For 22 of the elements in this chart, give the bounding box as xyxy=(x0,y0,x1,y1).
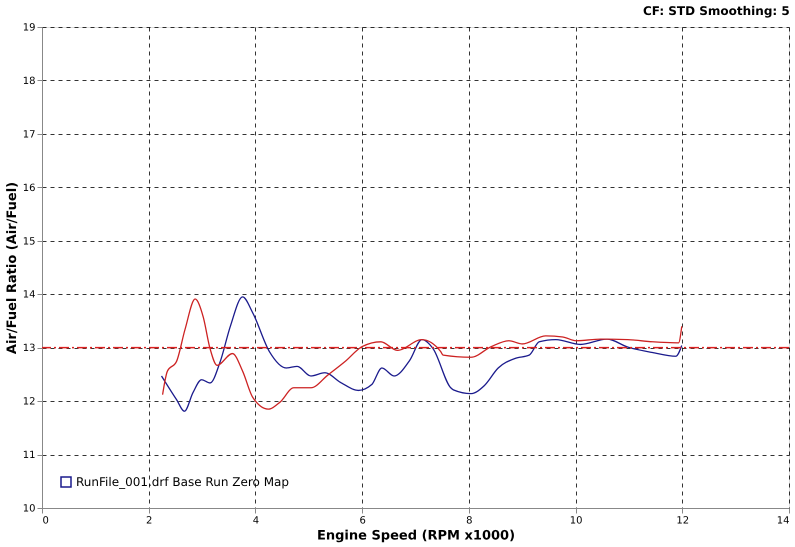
legend-label: RunFile_001.drf Base Run Zero Map xyxy=(76,475,290,489)
x-tick-label: 8 xyxy=(466,516,473,526)
x-tick-label: 14 xyxy=(776,516,790,526)
x-tick-label: 2 xyxy=(146,516,152,526)
y-tick-label: 12 xyxy=(22,396,36,408)
y-tick-label: 18 xyxy=(22,76,36,87)
y-tick-label: 19 xyxy=(22,22,36,34)
x-tick-label: 4 xyxy=(252,516,260,526)
x-tick-label: 0 xyxy=(42,516,49,526)
x-tick-label: 10 xyxy=(570,516,582,526)
x-axis-title: Engine Speed (RPM x1000) xyxy=(316,528,516,544)
y-tick-label: 11 xyxy=(22,450,36,462)
y-tick-label: 15 xyxy=(22,236,36,248)
x-tick-label: 12 xyxy=(676,516,690,526)
y-tick-label: 16 xyxy=(22,182,36,194)
y-tick-label: 17 xyxy=(22,129,36,140)
y-axis-title: Air/Fuel Ratio (Air/Fuel) xyxy=(4,182,20,354)
x-tick-label: 6 xyxy=(359,516,366,526)
text: CF: STD Smoothing: 5 xyxy=(642,4,790,18)
y-tick-label: 10 xyxy=(22,504,36,514)
y-tick-label: 14 xyxy=(22,290,36,301)
y-tick-label: 13 xyxy=(22,343,36,354)
